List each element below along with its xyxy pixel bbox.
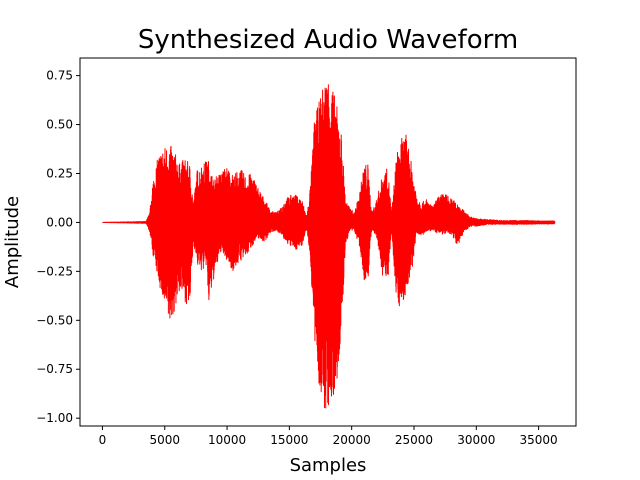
x-tick-label: 35000 (520, 433, 558, 447)
chart-title: Synthesized Audio Waveform (138, 25, 518, 55)
y-tick-label: −0.25 (36, 264, 73, 278)
y-tick-label: −1.00 (36, 411, 73, 425)
y-tick-label: 0.00 (46, 215, 73, 229)
x-tick-label: 10000 (208, 433, 246, 447)
x-axis-label: Samples (290, 455, 367, 476)
x-tick-label: 0 (99, 433, 107, 447)
y-tick-label: 0.75 (46, 69, 73, 83)
x-tick-label: 5000 (149, 433, 180, 447)
data-layer (102, 84, 556, 409)
y-tick-label: 0.50 (46, 118, 73, 132)
x-tick-label: 15000 (270, 433, 308, 447)
y-axis-ticks: −1.00 −0.75 −0.50 −0.25 0.00 0.25 0.50 0.75 (36, 69, 80, 425)
x-tick-label: 25000 (395, 433, 433, 447)
y-tick-label: −0.50 (36, 313, 73, 327)
y-tick-label: −0.75 (36, 362, 73, 376)
x-tick-label: 30000 (457, 433, 495, 447)
y-axis-label: Amplitude (2, 196, 23, 288)
y-tick-label: 0.25 (46, 166, 73, 180)
x-tick-label: 20000 (333, 433, 371, 447)
plot-frame (79, 57, 577, 427)
waveform-series-line (102, 84, 556, 409)
x-axis-ticks: 0 5000 10000 15000 20000 25000 30000 35000 (99, 426, 558, 447)
